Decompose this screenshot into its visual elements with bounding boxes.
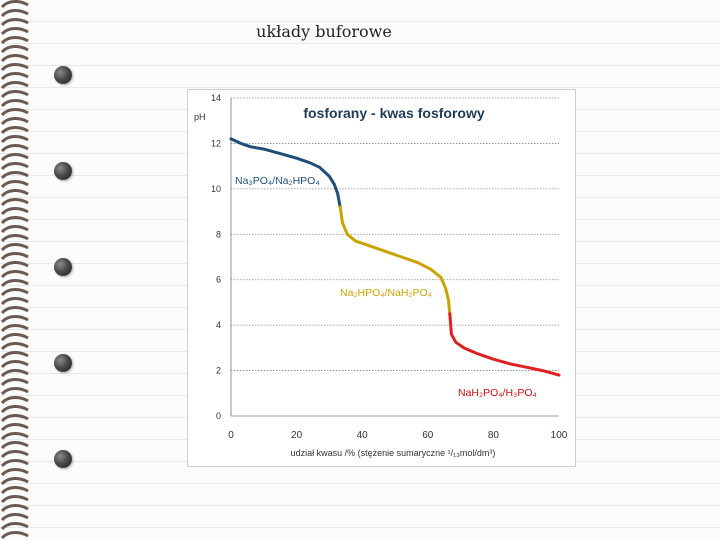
y-tick-label: 4 [216, 320, 221, 330]
spiral-coil [0, 279, 29, 288]
spiral-coil [0, 117, 29, 126]
spiral-coil [0, 333, 29, 342]
spiral-coil [0, 441, 29, 450]
x-tick-label: 80 [488, 430, 500, 441]
spiral-coil [0, 387, 29, 396]
y-tick-label: 2 [216, 366, 221, 376]
spiral-coil [0, 234, 29, 243]
y-tick-label: 8 [216, 229, 221, 239]
spiral-coil [0, 99, 29, 108]
spiral-coil [0, 351, 29, 360]
x-axis-label: udział kwasu /% (stężenie sumaryczne ¹/₁… [291, 448, 496, 458]
spiral-coil [0, 261, 29, 270]
spiral-coil [0, 0, 29, 9]
spiral-coil [0, 378, 29, 387]
y-tick-label: 10 [211, 184, 221, 194]
x-tick-label: 0 [228, 430, 234, 441]
spiral-coil [0, 216, 29, 225]
spiral-coil [0, 126, 29, 135]
spiral-coil [0, 198, 29, 207]
spiral-coil [0, 135, 29, 144]
spiral-coil [0, 450, 29, 459]
chart-series [229, 137, 561, 377]
spiral-coil [0, 315, 29, 324]
spiral-coil [0, 423, 29, 432]
spiral-coil [0, 207, 29, 216]
spiral-coil [0, 18, 29, 27]
series-line-1 [338, 205, 452, 316]
spiral-coil [0, 180, 29, 189]
y-tick-label: 0 [216, 411, 221, 421]
spiral-coil [0, 513, 29, 522]
spiral-coil [0, 324, 29, 333]
spiral-coil [0, 468, 29, 477]
spiral-coil [0, 252, 29, 261]
x-tick-label: 100 [551, 430, 568, 441]
spiral-coil [0, 162, 29, 171]
spiral-coil [0, 189, 29, 198]
chart-frame: 0 2 4 6 8 10 12 14 0 20 40 60 80 100 fosforany - kwa… [187, 89, 576, 467]
chart-grid [230, 97, 559, 417]
spiral-coil [0, 153, 29, 162]
spiral-binding [0, 0, 29, 540]
spiral-coil [0, 522, 29, 531]
spiral-coil [0, 54, 29, 63]
slide-title: układy buforowe [256, 22, 392, 41]
spiral-coil [0, 405, 29, 414]
spiral-coil [0, 477, 29, 486]
spiral-coil [0, 360, 29, 369]
spiral-coil [0, 63, 29, 72]
spiral-coil [0, 81, 29, 90]
spiral-coil [0, 9, 29, 18]
spiral-coil [0, 297, 29, 306]
y-tick-labels: 0 2 4 6 8 10 12 14 [211, 93, 221, 421]
spiral-coil [0, 486, 29, 495]
spiral-coil [0, 396, 29, 405]
spiral-coil [0, 27, 29, 36]
spiral-coil [0, 369, 29, 378]
spiral-coil [0, 504, 29, 513]
spiral-coil [0, 243, 29, 252]
x-tick-labels: 0 20 40 60 80 100 [228, 430, 568, 441]
spiral-coil [0, 342, 29, 351]
series-label-nah2po4-h3po4: NaH₂PO₄/H₃PO₄ [458, 387, 537, 399]
x-tick-label: 40 [357, 430, 369, 441]
spiral-coil [0, 432, 29, 441]
y-tick-label: 14 [211, 93, 221, 103]
spiral-coil [0, 270, 29, 279]
spiral-coil [0, 495, 29, 504]
y-tick-label: 12 [211, 138, 221, 148]
spiral-coil [0, 45, 29, 54]
series-line-2 [448, 312, 561, 377]
chart-title: fosforany - kwas fosforowy [303, 105, 484, 121]
spiral-coil [0, 72, 29, 81]
y-axis-label: pH [194, 112, 206, 122]
x-tick-label: 60 [422, 430, 434, 441]
x-tick-label: 20 [291, 430, 303, 441]
spiral-coil [0, 531, 29, 540]
spiral-coil [0, 144, 29, 153]
series-line-0 [229, 137, 342, 209]
spiral-coil [0, 459, 29, 468]
spiral-coil [0, 36, 29, 45]
phosphate-titration-chart: 0 2 4 6 8 10 12 14 0 20 40 60 80 100 fosforany - kwa… [194, 93, 568, 458]
spiral-coil [0, 414, 29, 423]
spiral-coil [0, 225, 29, 234]
spiral-coil [0, 108, 29, 117]
series-label-na3po4-na2hpo4: Na₃PO₄/Na₂HPO₄ [235, 175, 320, 187]
spiral-coil [0, 90, 29, 99]
series-label-na2hpo4-nah2po4: Na₂HPO₄/NaH₂PO₄ [340, 287, 432, 299]
spiral-coil [0, 306, 29, 315]
spiral-coil [0, 171, 29, 180]
spiral-coil [0, 288, 29, 297]
y-tick-label: 6 [216, 275, 221, 285]
